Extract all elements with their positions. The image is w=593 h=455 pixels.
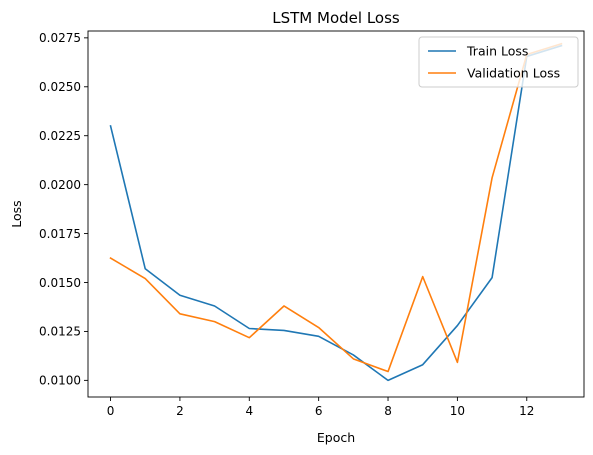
x-tick-label: 0 xyxy=(107,404,115,418)
x-tick-label: 10 xyxy=(450,404,465,418)
y-tick-label: 0.0175 xyxy=(39,227,81,241)
y-tick-label: 0.0200 xyxy=(39,178,81,192)
plot-area xyxy=(87,30,585,398)
y-tick-label: 0.0250 xyxy=(39,80,81,94)
y-axis-ticks: 0.0100 0.0125 0.0150 0.0175 0.0200 0.0225 0.02… xyxy=(39,31,88,388)
series-line-validation-loss xyxy=(109,42,563,373)
legend-label-validation-loss: Validation Loss xyxy=(467,66,560,81)
series-line-train-loss xyxy=(109,44,563,382)
x-axis-label: Epoch xyxy=(317,430,355,445)
x-axis-ticks: 0 2 4 6 8 10 12 xyxy=(107,397,534,418)
chart-title: LSTM Model Loss xyxy=(272,9,400,27)
y-axis-label: Loss xyxy=(9,200,24,227)
legend: Train Loss Validation Loss xyxy=(418,36,579,88)
y-tick-label: 0.0150 xyxy=(39,276,81,290)
x-tick-label: 2 xyxy=(176,404,184,418)
y-tick-label: 0.0125 xyxy=(39,325,81,339)
y-tick-label: 0.0100 xyxy=(39,374,81,388)
y-tick-label: 0.0225 xyxy=(39,129,81,143)
legend-label-train-loss: Train Loss xyxy=(466,44,528,59)
plot-frame xyxy=(87,30,585,398)
y-tick-label: 0.0275 xyxy=(39,31,81,45)
x-tick-label: 12 xyxy=(519,404,534,418)
x-tick-label: 6 xyxy=(315,404,323,418)
x-tick-label: 8 xyxy=(384,404,392,418)
x-tick-label: 4 xyxy=(245,404,253,418)
legend-box xyxy=(418,36,579,88)
